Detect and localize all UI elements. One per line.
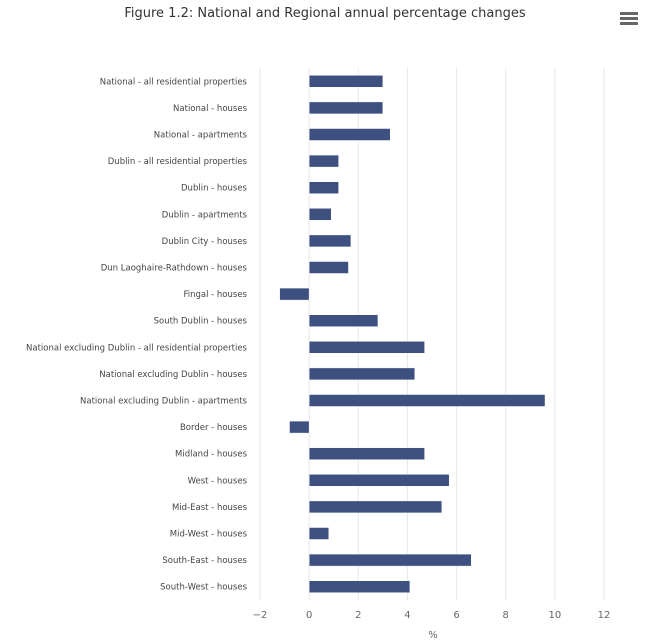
x-axis-label: % [428,630,438,641]
chart-title: Figure 1.2: National and Regional annual… [124,6,526,21]
hamburger-menu-icon[interactable] [620,10,638,26]
